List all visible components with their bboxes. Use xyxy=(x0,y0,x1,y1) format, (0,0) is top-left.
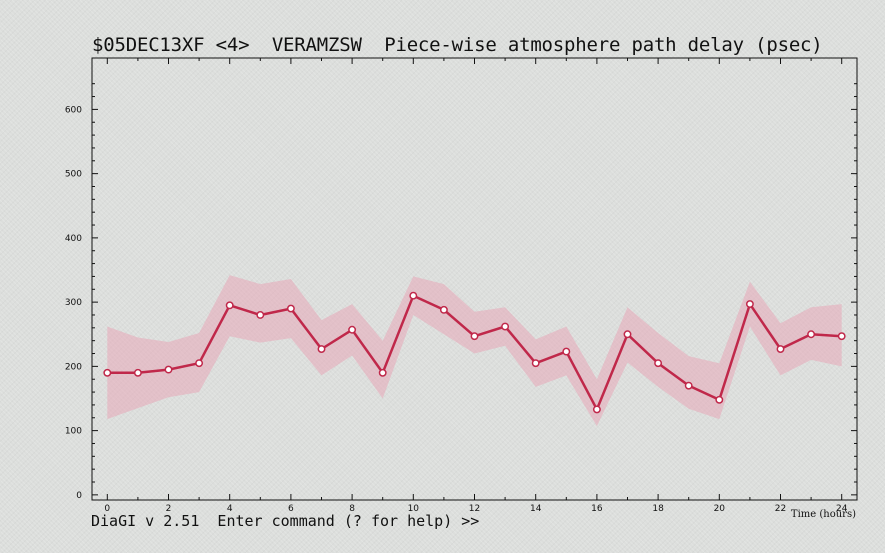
data-point xyxy=(103,368,112,377)
x-tick-label: 24 xyxy=(836,504,848,514)
data-point xyxy=(684,381,693,390)
x-axis-label: Time (hours) xyxy=(791,509,856,520)
y-tick-label: 300 xyxy=(65,298,82,308)
data-point xyxy=(715,395,724,404)
x-tick-label: 8 xyxy=(349,504,355,514)
y-tick-label: 100 xyxy=(65,427,82,437)
x-tick-label: 10 xyxy=(408,504,420,514)
data-point xyxy=(592,405,601,414)
data-point xyxy=(348,325,357,334)
data-point xyxy=(378,368,387,377)
data-point xyxy=(286,304,295,313)
y-tick-label: 500 xyxy=(65,170,82,180)
data-point xyxy=(225,301,234,310)
data-point xyxy=(837,332,846,341)
data-point xyxy=(409,291,418,300)
x-tick-label: 20 xyxy=(714,504,726,514)
x-tick-label: 18 xyxy=(652,504,664,514)
data-point xyxy=(164,365,173,374)
data-point xyxy=(562,347,571,356)
data-point xyxy=(623,330,632,339)
error-band xyxy=(107,275,842,427)
data-point xyxy=(745,300,754,309)
data-point xyxy=(501,322,510,331)
plot-frame xyxy=(91,57,858,501)
data-point xyxy=(439,305,448,314)
x-tick-label: 12 xyxy=(469,504,480,514)
y-tick-label: 400 xyxy=(65,234,82,244)
plot-title: $05DEC13XF <4> VERAMZSW Piece-wise atmos… xyxy=(92,34,823,56)
data-point xyxy=(470,332,479,341)
data-point xyxy=(807,330,816,339)
data-point xyxy=(317,345,326,353)
data-point xyxy=(256,311,265,319)
y-tick-label: 0 xyxy=(76,491,82,501)
data-point xyxy=(531,359,540,368)
x-tick-label: 22 xyxy=(775,504,786,514)
x-tick-label: 2 xyxy=(166,504,172,514)
x-tick-label: 16 xyxy=(591,504,603,514)
data-point xyxy=(195,359,204,368)
command-prompt[interactable]: DiaGI v 2.51 Enter command (? for help) … xyxy=(91,512,480,530)
data-point xyxy=(133,368,142,377)
x-tick-label: 4 xyxy=(227,504,233,514)
data-point xyxy=(776,345,785,353)
x-tick-label: 0 xyxy=(104,504,110,514)
x-tick-label: 6 xyxy=(288,504,294,514)
data-point xyxy=(654,359,663,368)
y-tick-label: 600 xyxy=(65,105,82,115)
y-tick-label: 200 xyxy=(65,362,82,372)
x-tick-label: 14 xyxy=(530,504,542,514)
